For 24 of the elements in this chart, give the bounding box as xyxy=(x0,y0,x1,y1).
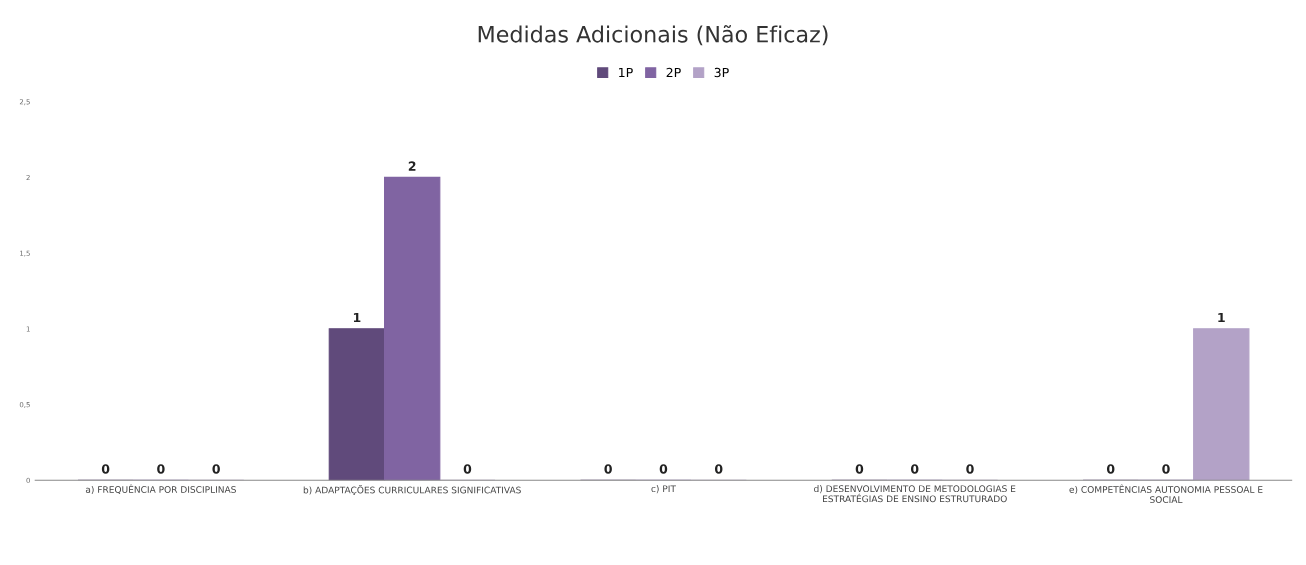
data-label: 0 xyxy=(1162,464,1170,474)
data-label: 0 xyxy=(855,464,864,474)
data-label: 0 xyxy=(1106,464,1115,474)
data-label: 0 xyxy=(659,464,668,474)
data-label: 1 xyxy=(1218,312,1225,323)
data-label: 0 xyxy=(212,464,220,474)
data-label: 0 xyxy=(910,464,919,474)
data-label: 0 xyxy=(966,464,974,474)
data-label: 0 xyxy=(101,464,110,474)
data-label: 0 xyxy=(157,464,165,474)
x-tick-label: b) ADAPTAÇÕES CURRICULARES SIGNIFICATIVAS xyxy=(303,484,521,496)
x-tick-label: d) DESENVOLVIMENTO DE METODOLOGIAS E ESTRATÉGIAS DE ENSINO ESTRUTURADO xyxy=(814,485,1016,503)
data-label: 2 xyxy=(408,161,416,171)
chart-title: Medidas Adicionais (Não Eficaz) xyxy=(478,25,828,46)
legend-label: 1P xyxy=(619,67,633,78)
data-label: 0 xyxy=(463,464,472,474)
data-label: 0 xyxy=(604,464,612,474)
legend-label: 3P xyxy=(714,67,729,78)
x-tick-label: e) COMPETÊNCIAS AUTONOMIA PESSOAL E SOCIAL xyxy=(1069,484,1263,504)
x-tick-label: a) FREQUÊNCIA POR DISCIPLINAS xyxy=(85,484,236,494)
data-label: 0 xyxy=(714,464,723,474)
legend-label: 2P xyxy=(666,67,681,78)
data-label: 1 xyxy=(353,312,361,323)
x-tick-label: c) PIT xyxy=(651,485,676,494)
